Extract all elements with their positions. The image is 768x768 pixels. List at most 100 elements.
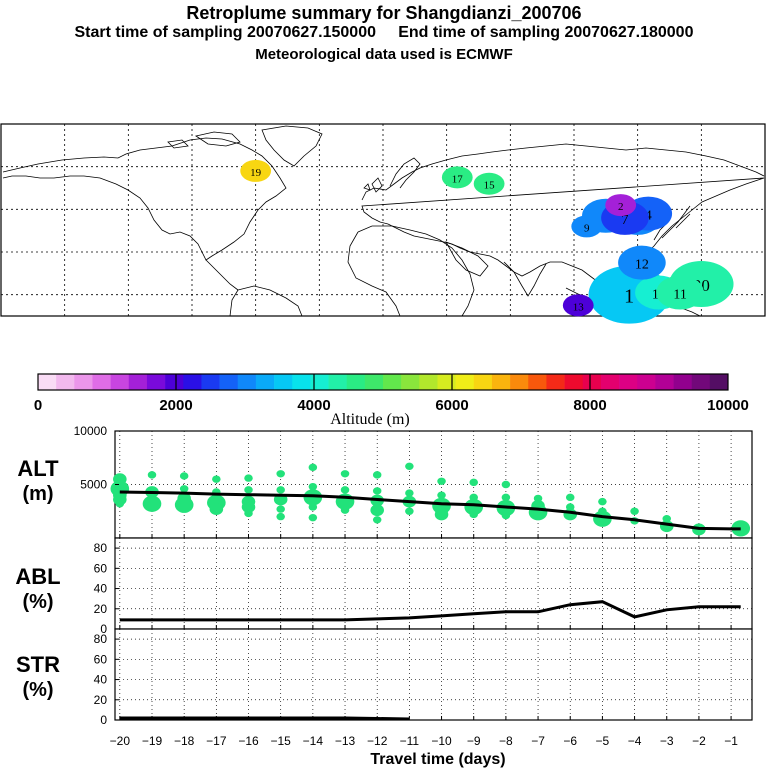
x-tick-label: −17: [206, 734, 227, 748]
map-panel: 12034571011122913151719: [0, 123, 766, 324]
x-tick-label: −3: [660, 734, 674, 748]
colorbar-cell: [165, 374, 184, 390]
x-tick-label: −19: [142, 734, 163, 748]
colorbar-tick-label: 8000: [573, 397, 606, 414]
alt-plume-point: [340, 486, 350, 494]
alt-plume-point: [212, 475, 221, 483]
panel-ytick-label: 80: [94, 632, 108, 646]
colorbar-cell: [401, 374, 420, 390]
alt-ylabel-top: ALT: [17, 456, 59, 481]
colorbar-cell: [255, 374, 275, 390]
str-frame: [114, 628, 753, 721]
alt-plume-point: [469, 510, 478, 519]
str-line: [119, 716, 410, 721]
abl-ylabel-top: ABL: [15, 564, 60, 589]
alt-panel: 5000 10000 ALT (m): [17, 424, 753, 539]
alt-plume-point: [113, 493, 127, 506]
colorbar-cell: [619, 374, 638, 390]
alt-plume-point: [372, 487, 382, 495]
panel-ytick-label: 5000: [80, 478, 107, 492]
abl-line: [119, 600, 741, 622]
x-tick-label: −10: [431, 734, 452, 748]
colorbar-cell: [128, 374, 148, 390]
plume-marker-label: 2: [618, 201, 624, 213]
alt-plume-point: [276, 505, 285, 513]
colorbar-tick-label: 10000: [707, 397, 749, 414]
colorbar-tick-label: 2000: [159, 397, 192, 414]
str-ylabel-top: STR: [16, 652, 60, 677]
alt-plume-point: [142, 495, 162, 512]
colorbar-title: Altitude (m): [330, 411, 410, 428]
colorbar-cell: [110, 374, 130, 390]
alt-plume-point: [372, 516, 382, 524]
colorbar-cell: [92, 374, 111, 390]
alt-plume-point: [405, 462, 414, 471]
panel-ytick-label: 0: [100, 622, 107, 636]
alt-median-line: [119, 490, 741, 531]
met-data-note: Meteorological data used is ECMWF: [255, 46, 513, 63]
alt-plume-point: [174, 496, 194, 513]
chart-title: Retroplume summary for Shangdianzi_20070…: [186, 3, 582, 23]
x-tick-label: −12: [367, 734, 388, 748]
x-tick-label: −11: [400, 734, 420, 748]
alt-plume-point: [372, 471, 382, 479]
colorbar-cell: [183, 374, 202, 390]
alt-plume-point: [464, 498, 484, 516]
alt-plume-point: [565, 493, 575, 502]
colorbar-cell: [292, 374, 311, 390]
africa-outline: [347, 225, 475, 317]
abl-panel: 0 20 40 60 80 ABL (%): [15, 537, 753, 636]
alt-ylabel-unit: (m): [22, 483, 53, 505]
alt-plume-point: [533, 494, 543, 503]
panel-ytick-label: 80: [94, 541, 108, 555]
abl-grid: [115, 538, 752, 629]
alt-plume-point: [244, 509, 253, 518]
alt-plume-point: [209, 503, 224, 516]
abl-ylabel-unit: (%): [22, 591, 53, 613]
colorbar-cell: [201, 374, 220, 390]
colorbar-tick-label: 4000: [297, 397, 330, 414]
alt-plume-point: [308, 503, 318, 511]
panel-ytick-label: 40: [94, 673, 108, 687]
colorbar-cell: [219, 374, 239, 390]
plume-marker-label: 7: [621, 213, 628, 228]
plume-marker: [562, 294, 594, 317]
colorbar-tick-label: 0: [34, 397, 42, 414]
x-tick-label: −18: [174, 734, 195, 748]
plume-marker: [240, 159, 272, 182]
alt-plume-point: [179, 472, 189, 480]
alt-plume-point: [528, 504, 548, 521]
arabia-outline: [445, 241, 489, 277]
colorbar-cell: [364, 374, 384, 390]
panel-ytick-label: 20: [94, 602, 108, 616]
colorbar-cell: [582, 374, 602, 390]
alt-plume-point: [437, 491, 446, 499]
colorbar-cell: [655, 374, 674, 390]
plume-marker: [473, 172, 505, 195]
alt-plume-point: [303, 489, 323, 506]
alt-plume-point: [405, 507, 414, 515]
x-tick-label: −6: [563, 734, 577, 748]
x-tick-label: −15: [271, 734, 292, 748]
colorbar-cell: [237, 374, 257, 390]
plume-marker-label: 11: [673, 288, 686, 303]
colorbar-cell: [383, 374, 402, 390]
plume-marker-label: 1: [624, 286, 634, 308]
x-tick-label: −13: [335, 734, 356, 748]
alt-plume-point: [405, 489, 414, 497]
colorbar-cell: [310, 374, 329, 390]
colorbar-cell: [419, 374, 438, 390]
plume-marker: [605, 194, 637, 217]
alt-plume-point: [340, 506, 350, 514]
alt-plume-point: [179, 485, 189, 493]
plume-marker: [571, 215, 603, 238]
colorbar-ticks: 0 2000 4000 6000 8000 10000: [34, 374, 749, 414]
alt-plume-point: [308, 482, 318, 491]
north-america-outline: [2, 137, 287, 261]
plume-marker-label: 9: [584, 222, 590, 234]
alt-yticks: 5000 10000: [74, 424, 119, 492]
alt-plume-point: [565, 503, 575, 511]
alt-plume-point: [276, 486, 285, 494]
